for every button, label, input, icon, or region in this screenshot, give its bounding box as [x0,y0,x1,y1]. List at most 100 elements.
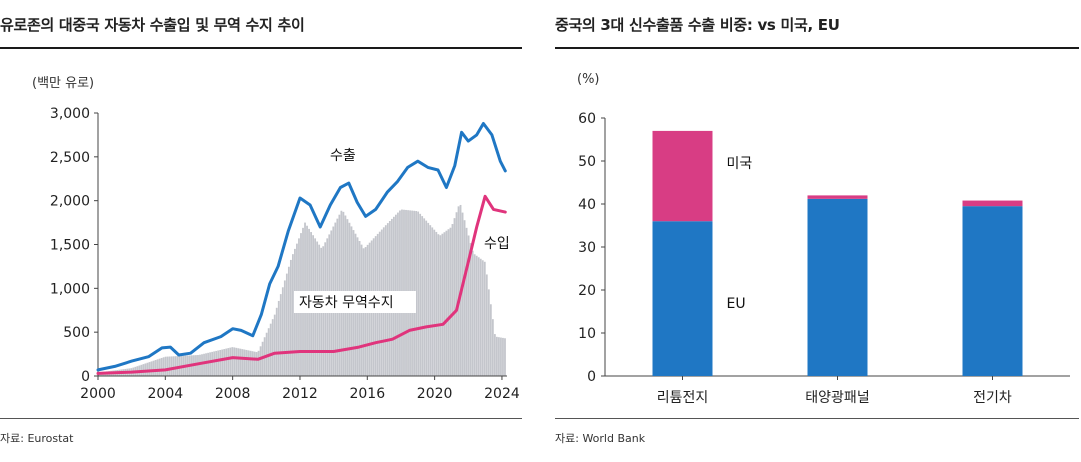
balance-bar [265,332,268,376]
y-tick-label: 60 [578,111,596,127]
y-tick-label: 3,000 [50,106,90,122]
right-chart-panel: 중국의 3대 신수출품 수출 비중: vs 미국, EU (%) 0 10 20 30… [555,0,1081,462]
export-line [96,122,507,372]
balance-bar [485,274,488,376]
line-chart: 0 500 1,000 1,500 2,000 2,500 3,000 2000 2004 200… [50,106,520,402]
balance-bar [237,348,240,376]
balance-bar [443,232,446,376]
balance-bar [281,287,284,376]
balance-bar [164,356,167,376]
balance-bar [170,356,173,376]
us-series-label: 미국 [727,156,753,172]
left-footer-rule [0,418,522,419]
balance-bar [150,361,153,376]
import-line [96,194,507,375]
balance-bar [479,258,482,376]
balance-bar [207,352,209,376]
balance-bar [449,227,452,376]
balance-bar [203,353,205,376]
balance-bar [451,224,454,376]
balance-bar [273,314,276,376]
balance-bar [423,218,426,376]
balance-bar [223,349,226,376]
balance-bar [498,337,500,376]
balance-bar [197,355,199,376]
balance-bar [162,357,165,376]
left-source: 자료: Eurostat [0,432,74,445]
balance-bar [431,227,434,376]
balance-bar [215,350,218,376]
y-tick-label: 1,000 [50,281,90,297]
balance-bar [231,347,234,376]
balance-bar [174,356,177,376]
left-chart-title: 유로존의 대중국 자동차 수출입 및 무역 수지 추이 [0,16,305,34]
balance-bar [500,337,502,376]
balance-bar [489,304,492,376]
balance-bar [491,319,494,376]
y-tick-label: 1,500 [50,238,90,254]
balance-bar [473,254,476,376]
balance-bar [146,362,149,376]
balance-bar [429,225,432,376]
y-tick-label: 500 [63,325,90,341]
right-unit-label: (%) [577,72,600,87]
balance-bar [168,356,171,376]
balance-bar [283,280,286,376]
balance-bar [487,289,490,376]
y-tick-label: 2,000 [50,194,90,210]
bar-eu [962,206,1023,376]
bar-eu [652,221,713,376]
balance-bar [209,352,211,376]
y-tick-label: 10 [578,326,596,342]
x-tick-label: 2004 [148,386,184,402]
balance-bar [249,350,252,376]
balance-bar [465,227,468,376]
balance-bar [267,328,270,376]
balance-bar [421,216,424,376]
bar-chart: 0 10 20 30 40 50 60 리튬전지 태양광패널 전기차 EU 미국 [578,111,1070,406]
x-tick-label: 2016 [349,386,385,402]
balance-bar [275,307,278,376]
balance-bar [445,230,448,376]
balance-bar [213,351,216,376]
balance-bar [502,337,504,376]
import-series-label: 수입 [484,236,510,252]
category-label: 태양광패널 [805,390,869,406]
balance-bar [255,352,258,376]
balance-series-label-background [294,291,416,313]
balance-bar [243,349,246,376]
balance-bar [504,338,506,376]
balance-bar [235,347,238,376]
bar-eu [807,198,868,376]
bar-us [962,200,1023,207]
balance-bar [166,356,169,376]
balance-bar [201,354,203,376]
balance-bar [419,213,422,376]
balance-bar [279,294,282,376]
balance-bar [229,347,232,376]
balance-bar [205,353,207,376]
y-tick-label: 40 [578,197,596,213]
balance-bar [493,334,496,376]
balance-bar [287,266,290,376]
right-source: 자료: World Bank [555,432,646,445]
x-tick-label: 2024 [484,386,520,402]
balance-bar [439,235,442,376]
balance-series-label: 자동차 무역수지 [299,295,394,311]
balance-bar [257,350,260,376]
balance-bar [481,260,484,376]
left-unit-label: (백만 유로) [32,76,95,91]
right-footer-rule [555,418,1079,419]
balance-bar [251,351,254,376]
balance-bar [441,233,444,376]
balance-bar [269,323,272,376]
balance-bar [160,357,163,376]
right-chart-title: 중국의 3대 신수출품 수출 비중: vs 미국, EU [555,16,840,34]
left-title-rule [0,47,522,49]
x-tick-label: 2012 [282,386,318,402]
y-tick-label: 20 [578,283,596,299]
y-tick-label: 2,500 [50,150,90,166]
balance-bar [289,259,292,376]
balance-bar [253,351,256,376]
y-tick-label: 0 [587,369,596,385]
